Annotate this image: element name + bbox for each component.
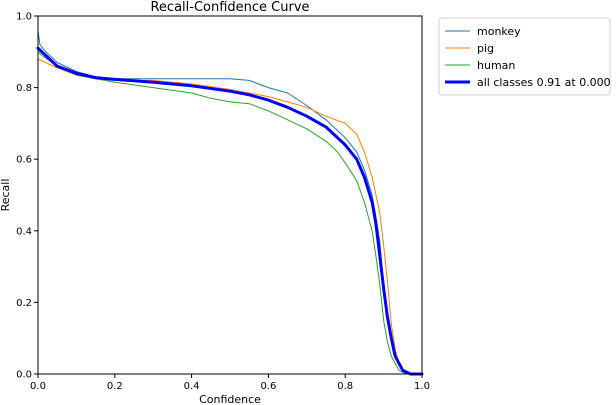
x-tick-label: 0.4 [184, 381, 200, 392]
x-tick-label: 0.0 [30, 381, 46, 392]
x-tick-label: 0.6 [260, 381, 276, 392]
y-axis-label: Recall [0, 179, 12, 212]
x-tick-label: 0.2 [107, 381, 123, 392]
series-line-3 [36, 46, 424, 376]
y-axis: 0.0 0.2 0.4 0.6 0.8 1.0 [16, 12, 38, 381]
y-tick-label: 0.0 [16, 370, 32, 381]
legend: monkey pig human all classes 0.91 at 0.000 [438, 17, 611, 96]
y-tick-label: 0.4 [16, 226, 32, 237]
y-tick-label: 1.0 [16, 12, 32, 23]
x-axis: 0.0 0.2 0.4 0.6 0.8 1.0 [30, 374, 430, 392]
legend-label-2: human [477, 59, 515, 72]
legend-label-0: monkey [477, 25, 521, 38]
y-tick-label: 0.8 [16, 83, 32, 94]
x-tick-label: 0.8 [337, 381, 353, 392]
series-line-2 [37, 51, 423, 375]
plot-area [36, 29, 424, 376]
y-tick-label: 0.6 [16, 155, 32, 166]
legend-label-3: all classes 0.91 at 0.000 [477, 76, 611, 89]
legend-label-1: pig [477, 42, 494, 55]
plot-frame [37, 15, 423, 375]
x-axis-label: Confidence [199, 393, 261, 405]
legend-box [438, 17, 611, 96]
chart-title: Recall-Confidence Curve [150, 0, 309, 15]
series-line-1 [37, 58, 423, 375]
x-tick-label: 1.0 [414, 381, 430, 392]
y-tick-label: 0.2 [16, 298, 32, 309]
